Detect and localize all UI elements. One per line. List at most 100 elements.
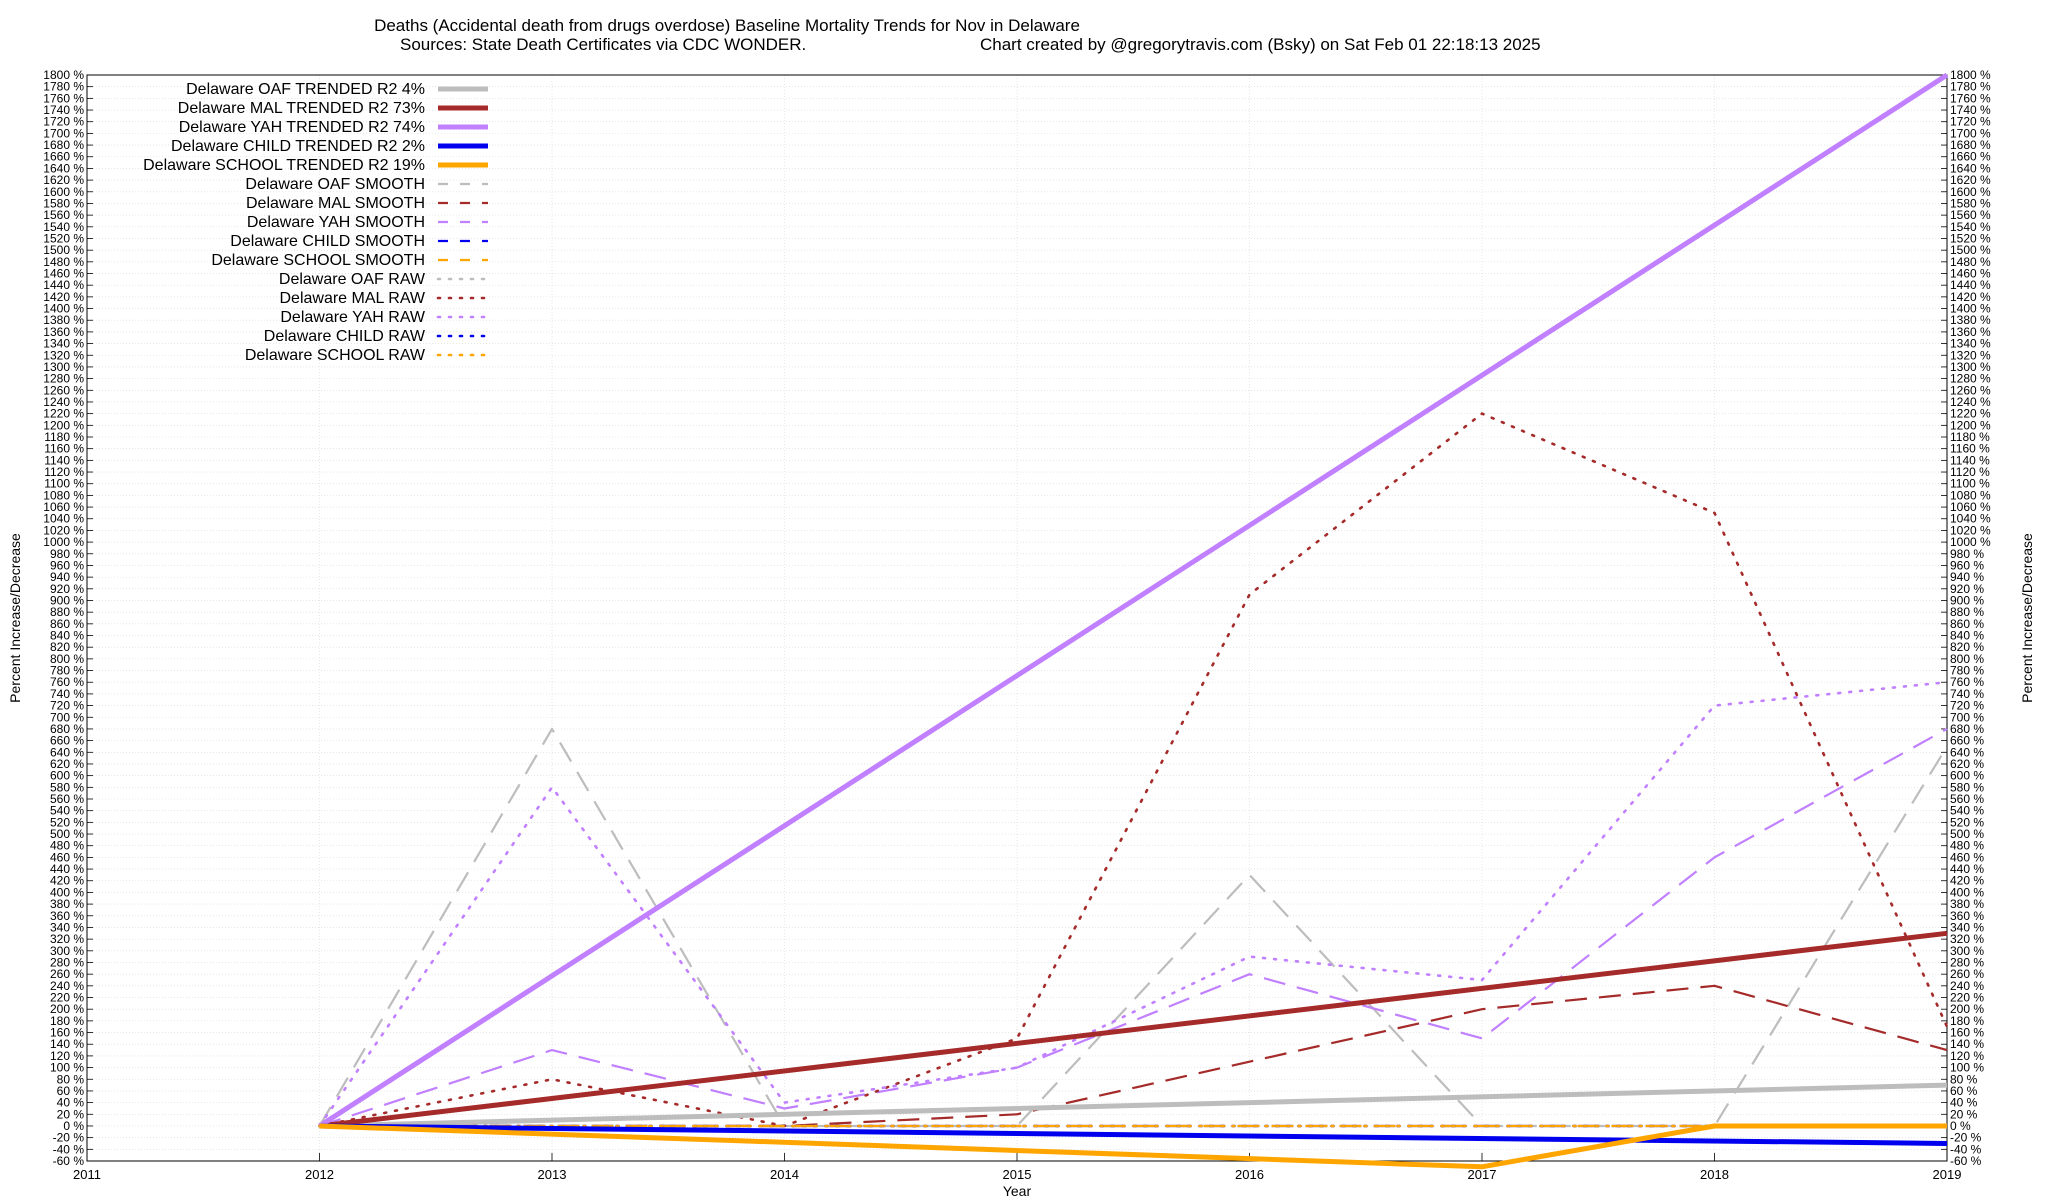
- y-tick-label-left: 1420 %: [43, 290, 84, 304]
- y-tick-label-right: 320 %: [1950, 932, 1984, 946]
- y-tick-label-right: 100 %: [1950, 1061, 1984, 1075]
- y-tick-label-left: 520 %: [50, 815, 84, 829]
- y-tick-label-left: 1560 %: [43, 208, 84, 222]
- y-tick-label-right: 1680 %: [1950, 138, 1991, 152]
- chart-title: Deaths (Accidental death from drugs over…: [374, 16, 1080, 35]
- legend-label-3: Delaware YAH TRENDED R2 74%: [179, 119, 425, 136]
- y-tick-label-right: 280 %: [1950, 955, 1984, 969]
- y-tick-label-right: 400 %: [1950, 885, 1984, 899]
- y-tick-label-left: 300 %: [50, 944, 84, 958]
- y-tick-label-right: 1220 %: [1950, 407, 1991, 421]
- series-line-13: [318, 680, 1949, 1128]
- y-tick-label-right: 160 %: [1950, 1026, 1984, 1040]
- y-tick-label-left: 60 %: [57, 1084, 85, 1098]
- y-tick-label-left: 220 %: [50, 991, 84, 1005]
- y-tick-label-right: 500 %: [1950, 827, 1984, 841]
- y-tick-label-left: 1240 %: [43, 395, 84, 409]
- y-tick-label-right: 1780 %: [1950, 80, 1991, 94]
- y-tick-label-right: 260 %: [1950, 967, 1984, 981]
- y-tick-label-left: 160 %: [50, 1026, 84, 1040]
- x-tick-label: 2013: [538, 1167, 567, 1182]
- series-line-5: [319, 1123, 1947, 1170]
- y-tick-label-left: 1140 %: [44, 453, 84, 467]
- y-tick-label-right: 1740 %: [1950, 103, 1991, 117]
- y-tick-label-left: 960 %: [50, 558, 84, 572]
- y-tick-label-left: 0 %: [63, 1119, 84, 1133]
- y-tick-label-right: 1200 %: [1950, 418, 1991, 432]
- y-tick-label-right: 1060 %: [1950, 500, 1991, 514]
- y-tick-label-right: 760 %: [1950, 675, 1984, 689]
- y-tick-label-right: 700 %: [1950, 710, 1984, 724]
- y-tick-label-left: 420 %: [50, 874, 84, 888]
- y-tick-label-right: 180 %: [1950, 1014, 1984, 1028]
- y-tick-label-left: 1080 %: [43, 488, 84, 502]
- y-tick-label-right: 1080 %: [1950, 488, 1991, 502]
- y-tick-label-left: 680 %: [50, 722, 84, 736]
- y-tick-label-right: 520 %: [1950, 815, 1984, 829]
- y-tick-label-left: 1460 %: [43, 267, 84, 281]
- y-tick-label-right: 600 %: [1950, 769, 1984, 783]
- y-tick-label-left: 140 %: [50, 1037, 84, 1051]
- y-tick-label-right: 1640 %: [1950, 161, 1991, 175]
- y-tick-label-left: 1740 %: [43, 103, 84, 117]
- legend-label-14: Delaware CHILD RAW: [264, 328, 426, 345]
- y-tick-label-right: 1700 %: [1950, 126, 1991, 140]
- y-tick-label-left: -40 %: [53, 1142, 85, 1156]
- y-tick-label-left: 500 %: [50, 827, 84, 841]
- y-tick-label-left: 1480 %: [43, 255, 84, 269]
- y-tick-label-right: 1800 %: [1950, 68, 1991, 82]
- y-tick-label-left: 600 %: [50, 769, 84, 783]
- y-tick-label-left: 80 %: [57, 1072, 85, 1086]
- y-tick-label-left: 1680 %: [43, 138, 84, 152]
- y-tick-label-right: 880 %: [1950, 605, 1984, 619]
- y-tick-label-left: 360 %: [50, 909, 84, 923]
- y-tick-label-left: 700 %: [50, 710, 84, 724]
- y-tick-label-right: 1400 %: [1950, 302, 1991, 316]
- x-tick-label: 2017: [1468, 1167, 1497, 1182]
- y-tick-label-right: 1020 %: [1950, 523, 1991, 537]
- series-line-4: [319, 1123, 1948, 1146]
- legend: Delaware OAF TRENDED R2 4% Delaware MAL T…: [143, 81, 490, 364]
- legend-label-9: Delaware CHILD SMOOTH: [230, 233, 425, 250]
- y-tick-label-left: 40 %: [57, 1096, 85, 1110]
- legend-label-13: Delaware YAH RAW: [280, 309, 426, 326]
- y-tick-label-right: 300 %: [1950, 944, 1984, 958]
- y-tick-label-right: 1300 %: [1950, 360, 1991, 374]
- y-tick-label-left: 1020 %: [43, 523, 84, 537]
- y-tick-label-right: 360 %: [1950, 909, 1984, 923]
- y-tick-label-right: 1420 %: [1950, 290, 1991, 304]
- y-tick-label-right: 460 %: [1950, 850, 1984, 864]
- y-tick-label-right: 1620 %: [1950, 173, 1991, 187]
- y-tick-label-right: 1240 %: [1950, 395, 1991, 409]
- y-tick-label-left: 1800 %: [43, 68, 84, 82]
- x-tick-label: 2014: [770, 1167, 799, 1182]
- y-tick-label-right: 1040 %: [1950, 512, 1991, 526]
- y-tick-label-right: 620 %: [1950, 757, 1984, 771]
- y-tick-label-left: 200 %: [50, 1002, 84, 1016]
- legend-label-6: Delaware OAF SMOOTH: [245, 176, 425, 193]
- y-tick-label-right: 200 %: [1950, 1002, 1984, 1016]
- y-tick-label-right: 20 %: [1950, 1107, 1978, 1121]
- y-tick-label-right: 40 %: [1950, 1096, 1978, 1110]
- y-tick-label-right: 1500 %: [1950, 243, 1991, 257]
- series-lines: [318, 72, 1949, 1170]
- series-line-2: [319, 930, 1948, 1129]
- y-tick-label-left: 380 %: [50, 897, 84, 911]
- y-tick-label-right: 1320 %: [1950, 348, 1991, 362]
- legend-label-4: Delaware CHILD TRENDED R2 2%: [171, 138, 425, 155]
- y-tick-label-right: 1600 %: [1950, 185, 1991, 199]
- y-tick-label-right: 1760 %: [1950, 91, 1991, 105]
- y-tick-label-left: 1380 %: [43, 313, 84, 327]
- y-tick-label-left: 1400 %: [43, 302, 84, 316]
- legend-label-2: Delaware MAL TRENDED R2 73%: [178, 100, 425, 117]
- y-tick-label-right: 340 %: [1950, 920, 1984, 934]
- y-tick-label-right: 1580 %: [1950, 196, 1991, 210]
- y-tick-label-right: 1460 %: [1950, 267, 1991, 281]
- y-tick-label-left: 100 %: [50, 1061, 84, 1075]
- y-tick-label-right: 1660 %: [1950, 150, 1991, 164]
- y-tick-label-left: 1180 %: [44, 430, 84, 444]
- y-tick-label-right: 380 %: [1950, 897, 1984, 911]
- y-tick-label-right: 840 %: [1950, 629, 1984, 643]
- y-tick-label-left: 1160 %: [44, 442, 84, 456]
- y-tick-label-left: 1620 %: [43, 173, 84, 187]
